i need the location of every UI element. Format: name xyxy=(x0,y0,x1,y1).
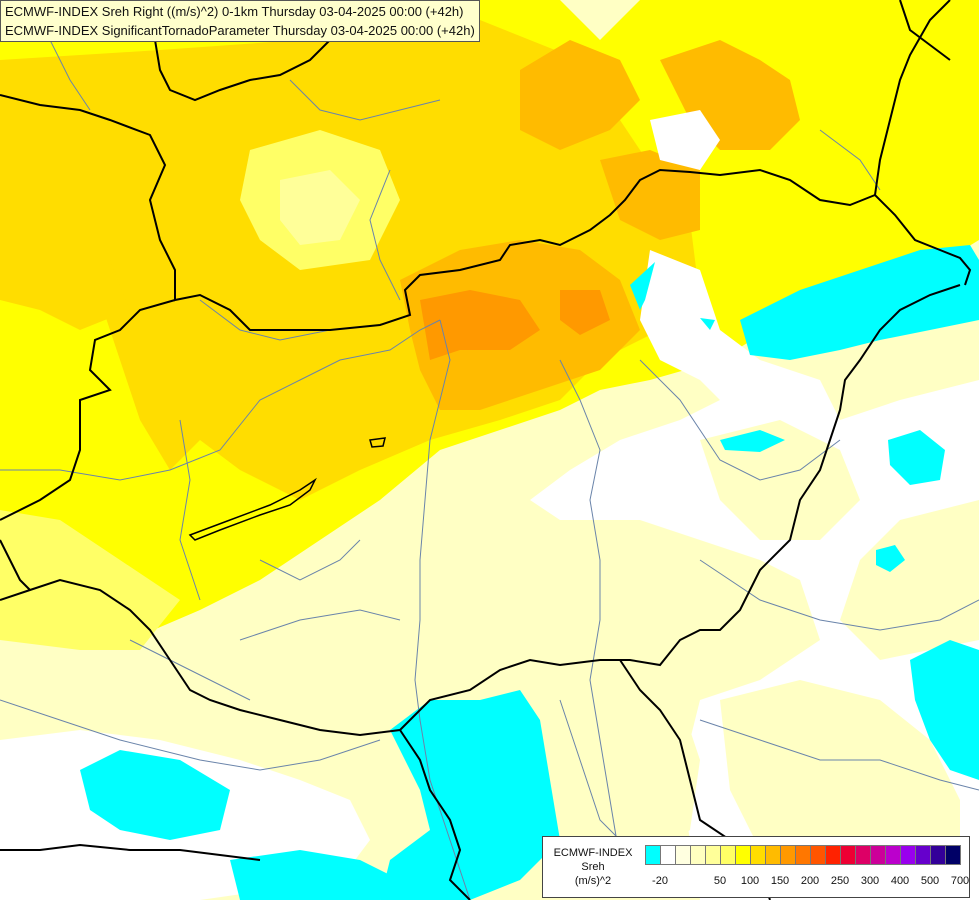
legend-swatch xyxy=(660,845,676,865)
legend-unit: (m/s)^2 xyxy=(574,875,612,887)
legend-tick-label: 50 xyxy=(713,875,727,887)
sreh-field-cyan-small-2 xyxy=(888,430,945,485)
legend-swatch xyxy=(870,845,886,865)
river xyxy=(0,319,441,481)
sreh-field-pale-southeast xyxy=(720,680,960,880)
legend-swatch xyxy=(945,845,961,865)
sreh-field-cyan-small-3 xyxy=(876,545,905,572)
legend-swatch xyxy=(825,845,841,865)
legend-swatch xyxy=(765,845,781,865)
border-west xyxy=(0,299,176,521)
legend-swatch xyxy=(735,845,751,865)
river xyxy=(259,539,361,581)
lake-small xyxy=(369,437,386,448)
river xyxy=(369,169,401,301)
river xyxy=(289,79,441,121)
river xyxy=(699,559,979,631)
sreh-field-gold-west xyxy=(0,200,130,330)
sreh-field-darkorange-2 xyxy=(560,290,610,335)
legend-swatch xyxy=(705,845,721,865)
sreh-field-cyan-east xyxy=(910,640,979,780)
legend-tick-label: 400 xyxy=(890,875,910,887)
river xyxy=(559,359,621,861)
border-north xyxy=(0,94,972,331)
sreh-field-cyan-south xyxy=(380,690,560,900)
map-title-box: ECMWF-INDEX Sreh Right ((m/s)^2) 0-1km T… xyxy=(0,0,480,42)
legend-ticks: -20 50 100 150 200 250 300 400 500 700 xyxy=(645,875,969,889)
border-south xyxy=(0,284,961,737)
legend-tick-label: -20 xyxy=(652,875,668,887)
sreh-field-cyan-bottom xyxy=(230,850,400,900)
border-south-2 xyxy=(399,729,471,900)
lake-balaton xyxy=(188,477,317,541)
legend-tick-label: 150 xyxy=(770,875,790,887)
legend-title: ECMWF-INDEX Sreh (m/s)^2 xyxy=(547,846,639,888)
legend-swatch xyxy=(915,845,931,865)
legend-tick-label: 500 xyxy=(920,875,940,887)
border-east-top xyxy=(899,0,951,61)
sreh-field-cyan-small-1 xyxy=(720,430,785,452)
legend-swatch xyxy=(750,845,766,865)
sreh-field-darkorange xyxy=(420,290,540,360)
legend-swatch xyxy=(840,845,856,865)
map-title-sreh: ECMWF-INDEX Sreh Right ((m/s)^2) 0-1km T… xyxy=(5,4,464,19)
sreh-field-orange-east xyxy=(600,150,700,240)
legend-swatch xyxy=(795,845,811,865)
sreh-field-light-center xyxy=(280,170,360,245)
legend-tick-label: 200 xyxy=(800,875,820,887)
legend-parameter: Sreh xyxy=(581,861,605,873)
legend-swatch xyxy=(645,845,661,865)
sreh-field-pale-south xyxy=(540,680,700,870)
river xyxy=(0,699,381,771)
legend-swatch xyxy=(810,845,826,865)
river xyxy=(199,299,331,341)
border-sw xyxy=(0,843,261,861)
sreh-field-cyan-northeast xyxy=(740,245,979,360)
sreh-field-cyan-sliver-2 xyxy=(700,318,715,330)
river xyxy=(639,359,841,481)
river xyxy=(414,319,471,900)
legend-swatch xyxy=(675,845,691,865)
legend-swatch xyxy=(690,845,706,865)
sreh-field-orange-north xyxy=(520,40,640,150)
sreh-field-white-ne xyxy=(650,110,720,170)
legend-swatch xyxy=(900,845,916,865)
legend-model: ECMWF-INDEX xyxy=(553,847,633,859)
legend-swatch xyxy=(855,845,871,865)
sreh-field-cyan-southwest xyxy=(80,750,230,840)
river xyxy=(129,639,251,701)
legend-swatch xyxy=(885,845,901,865)
sreh-field-cyan-sliver-1 xyxy=(630,262,655,310)
legend-swatches xyxy=(645,845,961,865)
river xyxy=(239,609,401,641)
river xyxy=(179,419,201,601)
border-ne xyxy=(874,0,951,196)
legend-swatch xyxy=(780,845,796,865)
map-title-stp: ECMWF-INDEX SignificantTornadoParameter … xyxy=(5,23,475,38)
river xyxy=(819,129,881,191)
legend-swatch xyxy=(930,845,946,865)
legend-tick-label: 300 xyxy=(860,875,880,887)
legend-tick-label: 100 xyxy=(740,875,760,887)
river xyxy=(699,719,979,791)
legend-tick-label: 700 xyxy=(950,875,970,887)
color-legend: ECMWF-INDEX Sreh (m/s)^2 -20 50 100 150 200 2… xyxy=(542,836,970,898)
legend-swatch xyxy=(720,845,736,865)
legend-tick-label: 250 xyxy=(830,875,850,887)
border-west-2 xyxy=(0,539,31,591)
